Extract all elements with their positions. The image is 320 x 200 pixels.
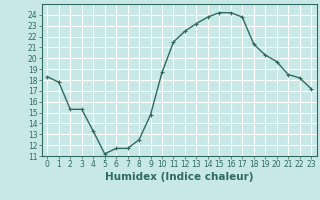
X-axis label: Humidex (Indice chaleur): Humidex (Indice chaleur): [105, 172, 253, 182]
